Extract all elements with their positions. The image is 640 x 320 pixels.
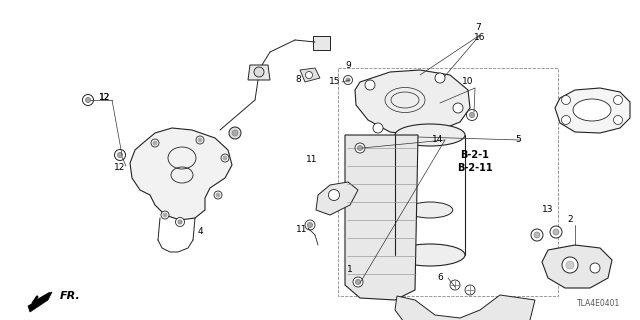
Polygon shape [345,135,418,300]
Circle shape [221,154,229,162]
Circle shape [307,222,312,228]
Circle shape [305,71,312,78]
Polygon shape [316,182,358,215]
Circle shape [561,116,570,124]
Polygon shape [542,245,612,288]
Circle shape [328,189,339,201]
Polygon shape [313,36,330,50]
Text: B-2-1: B-2-1 [461,150,490,160]
Circle shape [614,116,623,124]
Circle shape [216,193,220,197]
Circle shape [232,130,238,136]
Circle shape [353,277,363,287]
Circle shape [223,156,227,160]
Text: 13: 13 [542,205,554,214]
Circle shape [198,138,202,142]
Circle shape [358,146,362,150]
Circle shape [425,125,435,135]
Text: B-2-11: B-2-11 [457,163,493,173]
Ellipse shape [573,99,611,121]
Text: 7: 7 [475,23,481,33]
Text: 15: 15 [329,77,340,86]
Circle shape [86,98,90,102]
Circle shape [453,103,463,113]
Text: 12: 12 [99,93,111,102]
Circle shape [115,149,125,161]
Circle shape [178,220,182,224]
Text: TLA4E0401: TLA4E0401 [577,299,620,308]
Circle shape [561,95,570,105]
Text: 12: 12 [115,164,125,172]
Circle shape [450,280,460,290]
Circle shape [550,226,562,238]
Circle shape [467,109,477,121]
Ellipse shape [395,244,465,266]
Circle shape [373,123,383,133]
Text: 11: 11 [296,226,308,235]
Circle shape [196,136,204,144]
Circle shape [214,191,222,199]
Circle shape [470,113,474,117]
Text: 2: 2 [567,215,573,225]
Text: 14: 14 [432,135,444,145]
Text: 5: 5 [515,135,521,145]
Circle shape [254,67,264,77]
Circle shape [562,257,578,273]
Circle shape [566,261,574,269]
Circle shape [590,263,600,273]
Circle shape [163,213,167,217]
Text: FR.: FR. [60,291,81,301]
Text: 1: 1 [347,266,353,275]
Circle shape [553,229,559,235]
Circle shape [465,285,475,295]
Polygon shape [248,65,270,80]
Polygon shape [555,88,630,133]
Text: 4: 4 [197,228,203,236]
Bar [338,68,558,296]
Circle shape [175,218,184,227]
Circle shape [344,76,353,84]
Text: 11: 11 [307,156,317,164]
Polygon shape [355,70,470,135]
Circle shape [534,232,540,238]
Circle shape [83,94,93,106]
Circle shape [355,279,360,284]
Polygon shape [395,295,535,320]
Polygon shape [28,292,52,312]
Circle shape [118,153,122,157]
Circle shape [229,127,241,139]
Circle shape [161,211,169,219]
Polygon shape [130,128,232,220]
Text: 16: 16 [474,34,486,43]
Text: 9: 9 [345,60,351,69]
Text: 6: 6 [437,274,443,283]
Text: 12: 12 [99,93,111,102]
Circle shape [153,141,157,145]
Circle shape [305,220,315,230]
Text: 10: 10 [462,77,474,86]
Ellipse shape [395,124,465,146]
Circle shape [355,143,365,153]
Polygon shape [300,68,320,82]
Ellipse shape [407,202,452,218]
Circle shape [614,95,623,105]
Circle shape [435,73,445,83]
Circle shape [531,229,543,241]
Text: 8: 8 [295,76,301,84]
Circle shape [365,80,375,90]
Circle shape [151,139,159,147]
Circle shape [346,78,350,82]
